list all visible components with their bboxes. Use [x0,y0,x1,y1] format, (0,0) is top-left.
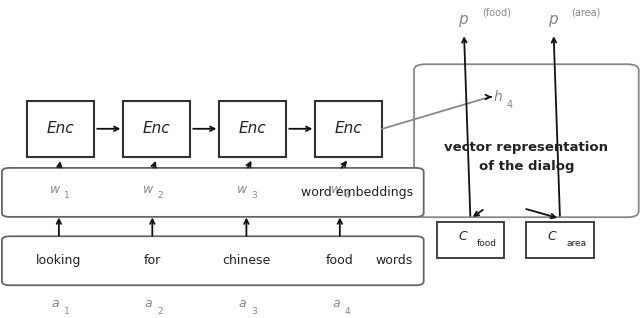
Text: w: w [143,183,154,196]
Text: chinese: chinese [222,254,271,267]
Bar [219,101,287,157]
Bar [123,101,191,157]
Text: $p$: $p$ [548,13,559,29]
Text: vector representation
of the dialog: vector representation of the dialog [444,141,609,173]
Text: 1: 1 [64,191,69,200]
Text: Enc: Enc [335,121,363,136]
Bar [526,222,593,258]
Text: area: area [566,239,586,248]
Text: $p$: $p$ [458,13,470,29]
Bar [28,101,95,157]
Text: $h$: $h$ [493,89,502,105]
Text: a: a [332,297,340,310]
Text: 4: 4 [507,100,513,110]
Text: 3: 3 [252,191,257,200]
Text: w: w [50,183,60,196]
Text: word embeddings: word embeddings [301,186,413,199]
Bar [437,222,504,258]
Text: for: for [144,254,161,267]
Text: w: w [237,183,248,196]
Text: 4: 4 [345,307,350,316]
FancyBboxPatch shape [2,168,424,217]
Text: Enc: Enc [239,121,267,136]
Text: a: a [145,297,152,310]
Text: looking: looking [36,254,81,267]
Text: 3: 3 [252,307,257,316]
Text: 2: 2 [157,191,163,200]
Text: 1: 1 [64,307,69,316]
Text: C: C [548,231,557,243]
Text: C: C [458,231,467,243]
FancyBboxPatch shape [414,64,639,217]
Text: 2: 2 [157,307,163,316]
Text: words: words [376,254,413,267]
Text: food: food [477,239,497,248]
Text: (area): (area) [572,8,601,18]
FancyBboxPatch shape [2,236,424,285]
Text: a: a [239,297,246,310]
Text: Enc: Enc [143,121,171,136]
Text: a: a [51,297,59,310]
Bar [316,101,383,157]
Text: Enc: Enc [47,121,75,136]
Text: w: w [331,183,341,196]
Text: 4: 4 [345,191,350,200]
Text: (food): (food) [482,8,511,18]
Text: food: food [326,254,354,267]
